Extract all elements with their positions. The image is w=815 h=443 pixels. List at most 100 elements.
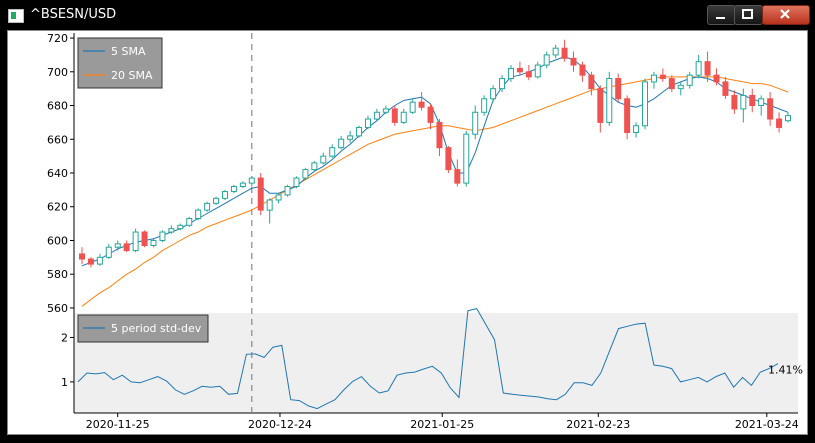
- x-tick-label: 2021-02-23: [566, 418, 630, 431]
- candle-body: [588, 74, 595, 90]
- y-tick-label: 620: [47, 201, 68, 214]
- candle-body: [293, 177, 300, 187]
- candle-body: [704, 61, 711, 76]
- candle-body: [248, 177, 255, 184]
- candle-body: [481, 98, 488, 113]
- candle-body: [650, 74, 657, 83]
- candle-body: [579, 64, 586, 76]
- candle-body: [758, 98, 765, 107]
- chart-area: 560 580 600 620 640 660 680 700 720 1 2 1.41% 2020-1…: [7, 30, 808, 435]
- candle-body: [418, 101, 425, 108]
- candle-body: [499, 78, 506, 90]
- x-tick-label: 2020-12-24: [248, 418, 312, 431]
- candle-body: [195, 209, 202, 220]
- candle-body: [356, 126, 363, 137]
- candle-body: [677, 84, 684, 90]
- candle-body: [561, 47, 568, 59]
- candle-body: [785, 115, 791, 122]
- candle-body: [642, 81, 649, 127]
- candle-body: [463, 133, 470, 184]
- stddev-line: [77, 308, 779, 410]
- candle-body: [507, 67, 514, 80]
- y-tick-label: 720: [47, 32, 68, 45]
- candle-body: [177, 224, 184, 230]
- y-tick-label: 640: [47, 167, 68, 180]
- close-button[interactable]: [762, 5, 810, 25]
- candle-body: [454, 169, 461, 184]
- candle-body: [543, 54, 550, 66]
- candle-body: [373, 111, 380, 120]
- candle-body: [445, 147, 452, 171]
- candle-body: [257, 177, 264, 211]
- candle-body: [552, 47, 559, 56]
- candle-body: [525, 71, 532, 78]
- candle-body: [123, 243, 130, 252]
- maximize-icon: [742, 9, 753, 19]
- candle-body: [364, 118, 371, 128]
- x-tick-label: 2021-01-25: [410, 418, 474, 431]
- candle-body: [472, 111, 479, 135]
- candle-body: [347, 135, 354, 140]
- maximize-button[interactable]: [734, 5, 763, 25]
- candle-body: [311, 162, 318, 171]
- candle-body: [659, 74, 666, 80]
- candle-body: [338, 138, 345, 149]
- candle-body: [79, 253, 85, 260]
- candle-body: [490, 88, 497, 100]
- y-tick-label: 660: [47, 133, 68, 146]
- y-tick-label: 580: [47, 268, 68, 281]
- chart-svg[interactable]: 560 580 600 620 640 660 680 700 720 1 2 1.41% 2020-1…: [8, 31, 807, 434]
- candle-body: [382, 108, 389, 113]
- minimize-button[interactable]: [707, 5, 736, 25]
- candle-body: [329, 147, 336, 157]
- app-icon: [8, 9, 24, 23]
- candle-body: [168, 228, 175, 233]
- minimize-icon: [716, 17, 725, 19]
- candle-body: [624, 98, 631, 134]
- candle-body: [213, 197, 220, 204]
- sma20-line: [81, 76, 789, 307]
- candle-body: [686, 74, 693, 86]
- candle-body: [186, 218, 193, 226]
- legend-top: 5 SMA 20 SMA: [77, 37, 163, 89]
- candle-body: [597, 88, 604, 123]
- candle-body: [767, 98, 774, 120]
- candle-body: [230, 185, 237, 193]
- candle-body: [320, 155, 327, 164]
- candle-body: [427, 106, 434, 123]
- close-icon: [780, 9, 790, 19]
- y-tick-label: 700: [47, 66, 68, 79]
- candle-body: [633, 125, 640, 134]
- last-value-label: 1.41%: [768, 364, 803, 377]
- candle-body: [534, 64, 541, 78]
- legend-label: 5 period std-dev: [111, 322, 202, 335]
- candle-body: [570, 57, 577, 66]
- legend-top-box: [77, 37, 163, 89]
- candle-body: [105, 246, 112, 258]
- x-tick-label: 2020-11-25: [86, 418, 150, 431]
- candle-body: [132, 231, 139, 252]
- window-title: ^BSESN/USD: [30, 7, 117, 22]
- y-tick-label: 600: [47, 234, 68, 247]
- candle-body: [114, 243, 121, 248]
- candle-body: [409, 101, 416, 113]
- y-tick-label: 560: [47, 302, 68, 315]
- candle-body: [96, 256, 103, 265]
- candle-body: [221, 191, 228, 199]
- candle-body: [722, 81, 729, 96]
- candle-body: [87, 258, 94, 265]
- y-tick-label: 2: [61, 331, 68, 344]
- candle-body: [391, 108, 398, 123]
- candle-body: [239, 182, 246, 187]
- title-bar[interactable]: ^BSESN/USD: [0, 0, 815, 30]
- candle-body: [731, 94, 738, 110]
- candle-body: [436, 121, 443, 149]
- candle-body: [776, 118, 783, 128]
- candle-body: [159, 231, 166, 241]
- y-tick-label: 680: [47, 100, 68, 113]
- candle-body: [275, 194, 282, 201]
- candle-body: [606, 78, 613, 123]
- y-tick-label: 1: [61, 376, 68, 389]
- legend-bottom: 5 period std-dev: [77, 314, 209, 343]
